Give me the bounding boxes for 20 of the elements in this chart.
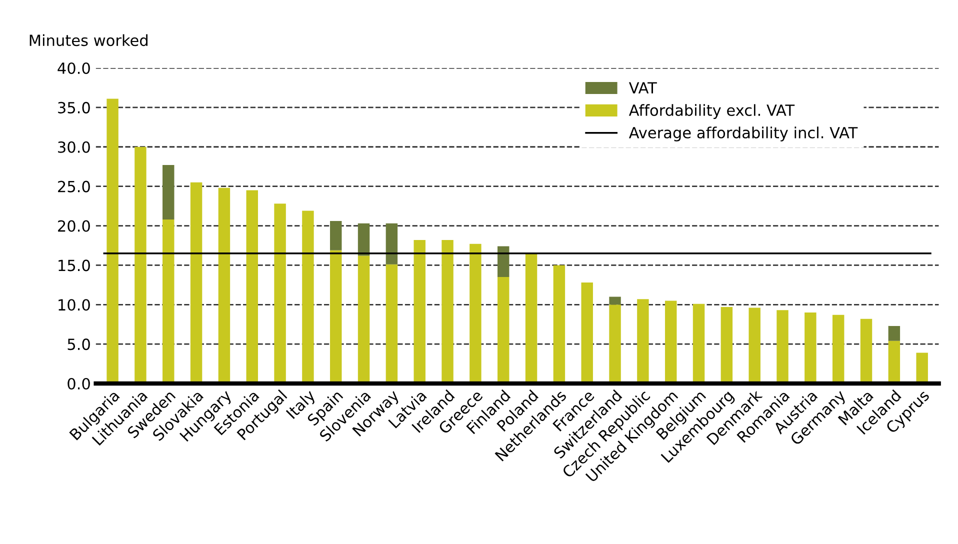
y-tick-label: 40.0	[58, 62, 90, 74]
y-tick-label: 30.0	[58, 141, 90, 153]
y-tick-label: 10.0	[58, 299, 90, 311]
y-tick-label: 25.0	[58, 180, 90, 192]
bar	[162, 165, 174, 220]
bar	[498, 246, 510, 278]
bar	[330, 221, 342, 250]
bar	[888, 326, 900, 341]
y-tick-label: 5.0	[68, 338, 90, 350]
y-tick-label: 20.0	[58, 220, 90, 232]
legend-label: VAT	[628, 82, 657, 94]
legend-label: Average affordability incl. VAT	[628, 126, 858, 142]
bar	[386, 223, 398, 264]
bar	[358, 223, 370, 256]
y-tick-label: 15.0	[58, 260, 90, 272]
y-tick-label: 35.0	[58, 102, 90, 114]
y-axis-title: Minutes worked	[30, 34, 148, 46]
bar	[609, 296, 621, 305]
legend-label: Affordability excl. VAT	[628, 104, 795, 119]
y-tick-label: 0.0	[68, 378, 90, 390]
